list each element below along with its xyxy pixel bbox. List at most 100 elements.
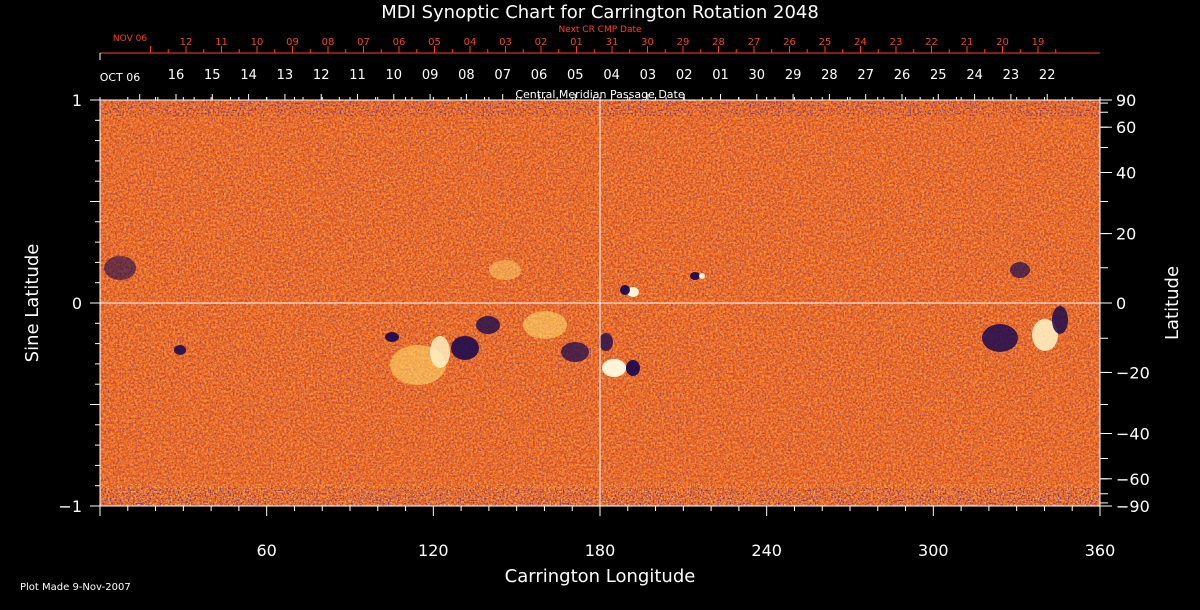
cmp-date-label: 01 xyxy=(712,68,729,83)
lat-tick-label: 40 xyxy=(1116,164,1136,183)
next-cr-date-label: 11 xyxy=(215,37,228,48)
cmp-date-label: 26 xyxy=(894,68,911,83)
next-cr-date-label: 23 xyxy=(890,37,903,48)
cmp-axis-title: Central Meridian Passage Date xyxy=(515,88,684,101)
active-region-dark xyxy=(174,345,186,355)
x-tick-label: 360 xyxy=(1085,541,1116,560)
next-cr-date-label: 26 xyxy=(783,37,796,48)
lat-tick-label: 60 xyxy=(1116,118,1136,137)
next-cr-date-label: 31 xyxy=(606,37,619,48)
active-region-dark xyxy=(626,360,640,376)
cmp-date-label: 30 xyxy=(749,68,766,83)
next-cr-date-label: 20 xyxy=(996,37,1009,48)
active-region-dark xyxy=(561,342,589,362)
active-regions xyxy=(104,256,1068,385)
lat-tick-label: −40 xyxy=(1116,424,1150,443)
cmp-date-label: 09 xyxy=(422,68,439,83)
active-region-bright xyxy=(602,359,626,377)
next-cr-month-label: NOV 06 xyxy=(113,34,147,44)
active-region-bright xyxy=(430,336,450,368)
longitude-axis: 60 120 180 240 300 360 xyxy=(99,97,1116,560)
y-tick-label: 1 xyxy=(72,91,82,110)
next-cr-date-label: 04 xyxy=(464,37,477,48)
next-cr-date-label: 02 xyxy=(535,37,548,48)
lat-tick-label: −20 xyxy=(1116,363,1150,382)
lat-tick-label: 20 xyxy=(1116,225,1136,244)
cmp-date-label: 12 xyxy=(313,68,330,83)
lat-tick-label: −60 xyxy=(1116,470,1150,489)
cmp-date-label: 11 xyxy=(349,68,366,83)
cmp-date-label: 23 xyxy=(1003,68,1020,83)
next-cr-date-label: 03 xyxy=(499,37,512,48)
active-region-bright xyxy=(1032,319,1058,351)
lat-tick-label: 90 xyxy=(1116,91,1136,110)
next-cr-date-label: 29 xyxy=(677,37,690,48)
next-cr-date-label: 10 xyxy=(251,37,264,48)
cmp-date-label: 27 xyxy=(857,68,874,83)
next-cr-date-label: 25 xyxy=(819,37,832,48)
cmp-date-label: 24 xyxy=(966,68,983,83)
next-cr-date-label: 07 xyxy=(357,37,370,48)
lat-tick-label: −90 xyxy=(1116,497,1150,516)
cmp-month-label: OCT 06 xyxy=(100,71,141,84)
active-region-dark xyxy=(1010,262,1030,278)
active-region-dark xyxy=(1052,306,1068,334)
next-cr-axis-title: Next CR CMP Date xyxy=(558,25,642,35)
next-cr-date-label: 21 xyxy=(961,37,974,48)
cmp-date-label: 07 xyxy=(494,68,511,83)
y-axis-label-left: Sine Latitude xyxy=(22,244,43,363)
next-cr-date-label: 28 xyxy=(712,37,725,48)
x-tick-label: 300 xyxy=(918,541,949,560)
cmp-date-label: 02 xyxy=(676,68,693,83)
y-tick-label: 0 xyxy=(72,294,82,313)
x-axis-label: Carrington Longitude xyxy=(505,566,696,587)
active-region-dark xyxy=(620,285,630,295)
active-region-dark xyxy=(690,272,700,280)
active-region-dark xyxy=(104,256,136,280)
y-axis-label-right: Latitude xyxy=(1162,266,1183,340)
active-region-bright xyxy=(627,287,639,297)
latitude-axis: 90 60 40 20 0 −20 −40 −60 −90 xyxy=(1100,91,1150,516)
active-region-bright xyxy=(489,260,521,280)
sine-latitude-axis: 1 0 −1 xyxy=(58,91,100,516)
cmp-date-label: 22 xyxy=(1039,68,1056,83)
cmp-date-label: 10 xyxy=(386,68,403,83)
x-tick-label: 180 xyxy=(585,541,616,560)
next-cr-date-label: 19 xyxy=(1032,37,1045,48)
next-cr-date-label: 01 xyxy=(570,37,583,48)
cmp-date-label: 29 xyxy=(785,68,802,83)
cmp-date-label: 03 xyxy=(640,68,657,83)
next-cr-date-label: 22 xyxy=(925,37,938,48)
cmp-date-label: 08 xyxy=(458,68,475,83)
active-region-bright xyxy=(699,273,705,279)
next-cr-date-label: 09 xyxy=(286,37,299,48)
cmp-date-label: 28 xyxy=(821,68,838,83)
x-tick-label: 240 xyxy=(751,541,782,560)
cmp-date-label: 05 xyxy=(567,68,584,83)
next-cr-date-label: 12 xyxy=(180,37,193,48)
cmp-date-label: 04 xyxy=(603,68,620,83)
top-date-axes: Next CR CMP Date NOV 06 12 11 10 09 08 07 06 05 04… xyxy=(99,25,1100,101)
next-cr-date-label: 05 xyxy=(428,37,441,48)
active-region-dark xyxy=(385,332,399,342)
active-region-dark xyxy=(599,333,613,351)
next-cr-date-label: 27 xyxy=(748,37,761,48)
cmp-date-label: 13 xyxy=(277,68,294,83)
x-tick-label: 120 xyxy=(418,541,449,560)
plot-made-note: Plot Made 9-Nov-2007 xyxy=(20,582,131,593)
next-cr-date-label: 08 xyxy=(322,37,335,48)
y-tick-label: −1 xyxy=(58,497,82,516)
chart-title: MDI Synoptic Chart for Carrington Rotati… xyxy=(381,2,819,23)
active-region-dark xyxy=(476,316,500,334)
next-cr-date-label: 24 xyxy=(854,37,867,48)
cmp-date-label: 14 xyxy=(240,68,257,83)
lat-tick-label: 0 xyxy=(1116,294,1126,313)
cmp-date-label: 15 xyxy=(204,68,221,83)
cmp-date-label: 25 xyxy=(930,68,947,83)
next-cr-date-label: 30 xyxy=(641,37,654,48)
active-region-bright xyxy=(523,311,567,339)
active-region-dark xyxy=(982,324,1018,352)
cmp-date-label: 16 xyxy=(168,68,185,83)
cmp-date-label: 06 xyxy=(531,68,548,83)
